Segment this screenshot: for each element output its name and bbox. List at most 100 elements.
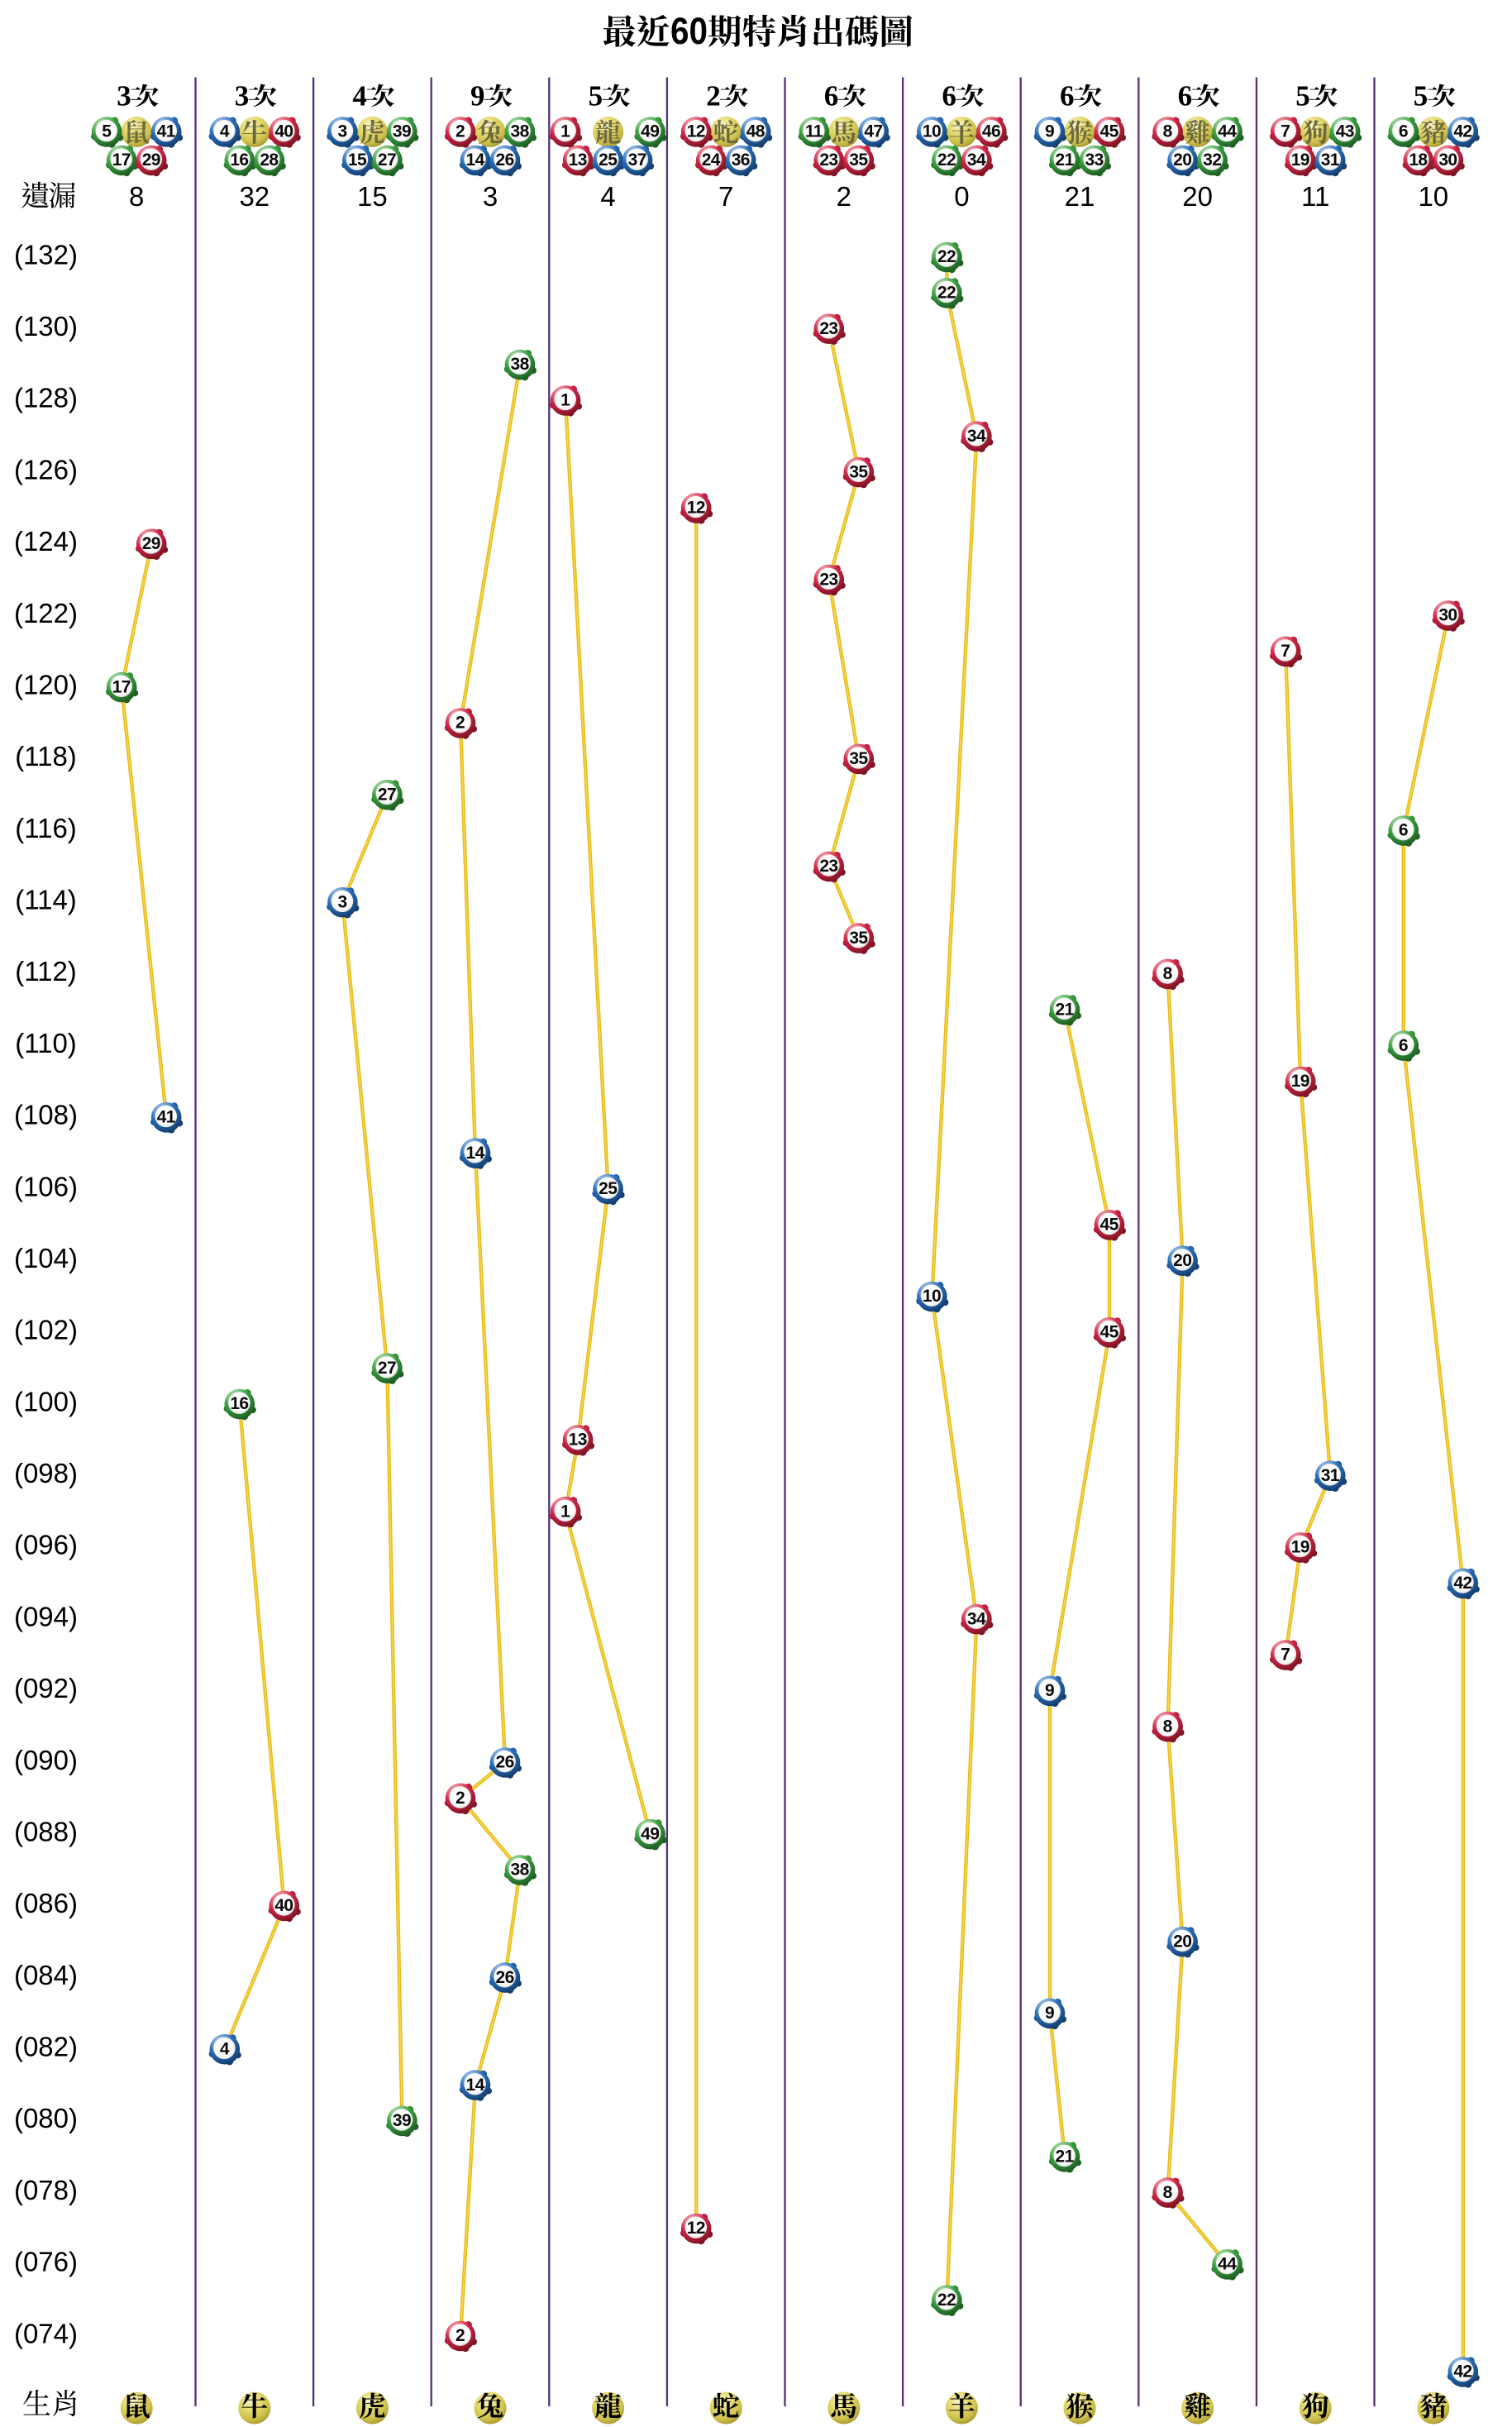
svg-text:21: 21 <box>1056 150 1075 170</box>
svg-text:(078): (078) <box>14 2175 78 2205</box>
svg-text:27: 27 <box>378 785 396 804</box>
svg-text:45: 45 <box>1100 1216 1119 1235</box>
svg-text:20: 20 <box>1173 1251 1191 1270</box>
svg-text:1: 1 <box>560 122 570 141</box>
svg-text:30: 30 <box>1438 606 1457 625</box>
svg-text:(110): (110) <box>15 1028 77 1058</box>
svg-text:45: 45 <box>1100 1323 1119 1342</box>
svg-text:(120): (120) <box>14 669 78 700</box>
svg-text:38: 38 <box>511 122 530 141</box>
svg-text:5: 5 <box>1414 80 1429 112</box>
svg-text:19: 19 <box>1291 1072 1309 1091</box>
svg-text:25: 25 <box>599 1179 618 1198</box>
svg-text:35: 35 <box>849 150 868 170</box>
svg-text:0: 0 <box>954 181 969 212</box>
svg-text:18: 18 <box>1409 150 1428 170</box>
svg-text:(082): (082) <box>14 2032 78 2062</box>
svg-text:3: 3 <box>337 892 346 911</box>
svg-text:(124): (124) <box>14 526 78 557</box>
svg-text:31: 31 <box>1321 1466 1340 1485</box>
svg-text:22: 22 <box>937 150 956 170</box>
svg-text:20: 20 <box>1173 150 1191 170</box>
svg-text:40: 40 <box>274 122 293 141</box>
svg-text:26: 26 <box>496 150 514 170</box>
svg-text:9: 9 <box>470 80 485 112</box>
svg-text:(080): (080) <box>14 2103 78 2133</box>
svg-text:27: 27 <box>378 150 396 170</box>
svg-text:22: 22 <box>937 284 956 303</box>
svg-text:5: 5 <box>589 80 603 112</box>
svg-text:33: 33 <box>1085 150 1104 170</box>
svg-text:9: 9 <box>1045 122 1054 141</box>
svg-text:47: 47 <box>864 122 882 141</box>
svg-text:3: 3 <box>117 80 131 112</box>
svg-text:36: 36 <box>732 150 750 170</box>
svg-text:(116): (116) <box>15 813 77 843</box>
svg-text:8: 8 <box>1163 964 1173 983</box>
svg-text:19: 19 <box>1291 1538 1309 1557</box>
svg-text:41: 41 <box>157 122 176 141</box>
svg-text:(108): (108) <box>14 1100 78 1130</box>
svg-text:34: 34 <box>967 1609 986 1628</box>
svg-text:4: 4 <box>352 80 367 112</box>
svg-text:43: 43 <box>1336 122 1354 141</box>
svg-text:8: 8 <box>1163 2183 1173 2202</box>
svg-text:(088): (088) <box>14 1817 78 1847</box>
svg-text:8: 8 <box>1163 1717 1173 1736</box>
svg-text:34: 34 <box>967 150 986 170</box>
svg-text:(102): (102) <box>14 1315 78 1345</box>
svg-text:(118): (118) <box>15 741 77 772</box>
svg-text:8: 8 <box>1163 122 1173 141</box>
svg-text:7: 7 <box>1281 1646 1290 1665</box>
svg-text:39: 39 <box>393 2111 411 2130</box>
svg-text:35: 35 <box>849 749 868 768</box>
svg-text:(096): (096) <box>14 1530 78 1560</box>
svg-text:49: 49 <box>641 122 659 141</box>
svg-text:12: 12 <box>687 499 705 518</box>
svg-text:2: 2 <box>456 714 465 733</box>
svg-text:17: 17 <box>112 677 131 696</box>
svg-text:42: 42 <box>1453 122 1471 141</box>
svg-text:2: 2 <box>456 2326 465 2345</box>
svg-text:32: 32 <box>239 181 269 212</box>
svg-text:3: 3 <box>235 80 250 112</box>
svg-text:6: 6 <box>1178 80 1193 112</box>
svg-text:31: 31 <box>1321 150 1340 170</box>
svg-text:9: 9 <box>1045 2004 1054 2023</box>
svg-text:4: 4 <box>220 122 230 141</box>
svg-text:45: 45 <box>1100 122 1119 141</box>
svg-text:48: 48 <box>746 122 766 141</box>
svg-text:22: 22 <box>937 2291 956 2310</box>
svg-text:42: 42 <box>1453 2363 1471 2382</box>
svg-text:2: 2 <box>456 122 465 141</box>
svg-text:3: 3 <box>337 122 346 141</box>
svg-text:6: 6 <box>1060 80 1075 112</box>
svg-text:11: 11 <box>805 122 823 141</box>
svg-text:3: 3 <box>483 181 498 212</box>
svg-text:39: 39 <box>393 122 411 141</box>
svg-text:9: 9 <box>1045 1681 1054 1700</box>
svg-text:7: 7 <box>1281 122 1290 141</box>
svg-text:16: 16 <box>230 150 248 170</box>
svg-text:41: 41 <box>157 1108 176 1127</box>
svg-text:1: 1 <box>560 1502 570 1521</box>
svg-text:10: 10 <box>923 1287 941 1306</box>
svg-text:10: 10 <box>923 122 941 141</box>
svg-text:(074): (074) <box>14 2318 78 2348</box>
svg-text:5: 5 <box>1295 80 1310 112</box>
svg-text:(128): (128) <box>14 383 78 413</box>
svg-text:(132): (132) <box>14 239 78 270</box>
svg-text:(086): (086) <box>14 1888 78 1918</box>
svg-text:(100): (100) <box>14 1386 78 1417</box>
svg-text:20: 20 <box>1182 181 1213 212</box>
svg-text:25: 25 <box>599 150 618 170</box>
svg-text:32: 32 <box>1203 150 1221 170</box>
svg-text:14: 14 <box>466 2076 485 2095</box>
svg-text:40: 40 <box>274 1896 293 1915</box>
svg-text:44: 44 <box>1218 122 1237 141</box>
svg-text:5: 5 <box>102 122 112 141</box>
svg-text:26: 26 <box>496 1968 514 1987</box>
svg-text:4: 4 <box>220 2039 230 2058</box>
svg-text:6: 6 <box>1399 821 1408 840</box>
svg-text:(114): (114) <box>15 885 77 915</box>
